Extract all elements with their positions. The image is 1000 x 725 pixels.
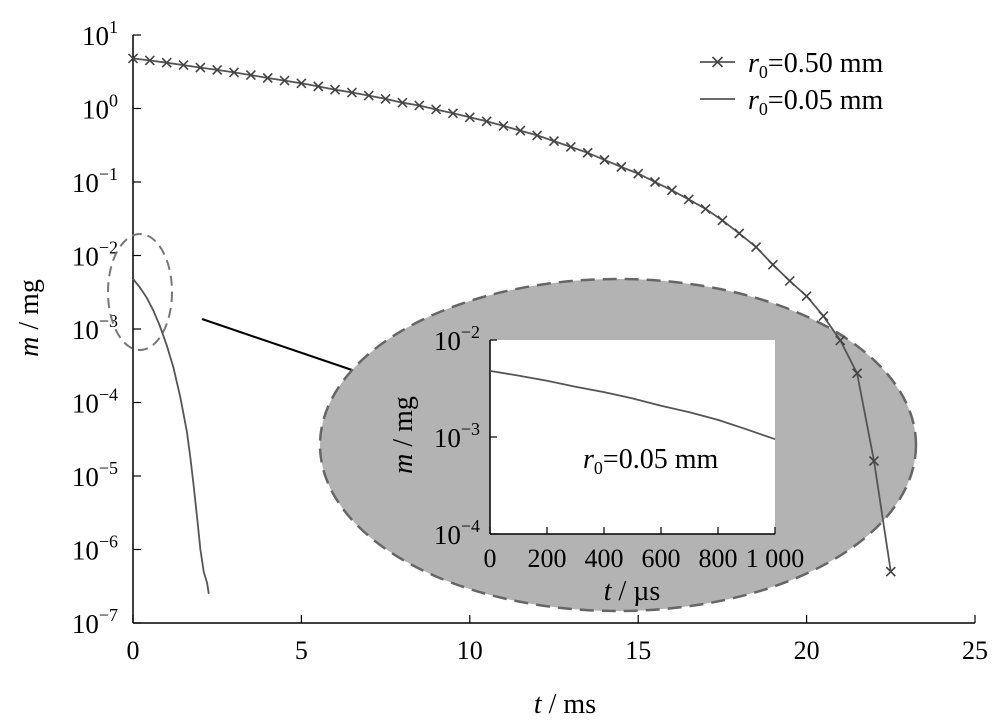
inset-x-tick-label: 200: [528, 544, 567, 573]
data-point-r0-0.50: [195, 62, 206, 73]
connector-line: [201, 318, 353, 371]
data-point-r0-0.50: [212, 64, 223, 75]
data-point-r0-0.50: [801, 291, 812, 302]
data-point-r0-0.50: [313, 81, 324, 92]
data-point-r0-0.50: [127, 53, 139, 64]
data-point-r0-0.50: [885, 566, 896, 577]
data-point-r0-0.50: [700, 203, 711, 215]
data-point-r0-0.50: [784, 275, 795, 287]
inset-y-tick-label: 10−2: [434, 322, 480, 356]
data-point-r0-0.50: [734, 228, 745, 239]
data-point-r0-0.50: [599, 154, 610, 165]
inset-y-tick-label: 10−3: [434, 419, 480, 453]
data-point-r0-0.50: [717, 215, 728, 226]
inset-x-tick-label: 400: [585, 544, 624, 573]
data-point-r0-0.50: [144, 55, 155, 66]
data-point-r0-0.50: [767, 259, 778, 270]
y-tick-label: 10−4: [72, 385, 118, 419]
y-tick-label: 100: [82, 91, 118, 125]
data-point-r0-0.50: [228, 67, 240, 78]
data-point-r0-0.50: [515, 125, 526, 136]
data-point-r0-0.50: [330, 84, 341, 95]
data-point-r0-0.50: [852, 368, 863, 379]
highlight-ellipse: [107, 233, 173, 351]
x-axis-label: t / ms: [534, 689, 596, 720]
data-point-r0-0.50: [346, 87, 357, 98]
inset-x-tick-label: 1 000: [746, 544, 805, 573]
y-tick-label: 10−7: [72, 605, 118, 639]
data-point-r0-0.50: [279, 75, 290, 86]
y-tick-label: 10−5: [72, 458, 118, 492]
data-point-r0-0.50: [582, 147, 593, 158]
data-point-r0-0.50: [548, 136, 560, 147]
inset-x-tick-label: 0: [484, 544, 497, 573]
data-point-r0-0.50: [868, 455, 880, 467]
data-point-r0-0.50: [616, 161, 627, 173]
data-point-r0-0.50: [380, 93, 391, 104]
y-axis-label: m / mg: [14, 279, 45, 357]
legend-label-r0-0.50: r0=0.50 mm: [748, 48, 883, 82]
data-point-r0-0.50: [498, 120, 509, 131]
data-point-r0-0.50: [666, 185, 677, 196]
data-point-r0-0.50: [296, 78, 307, 89]
data-point-r0-0.50: [464, 112, 475, 123]
x-tick-label: 10: [457, 636, 483, 665]
data-point-r0-0.50: [245, 70, 256, 81]
y-tick-label: 10−6: [72, 532, 118, 566]
series-line-r0-0.05: [132, 278, 210, 594]
data-point-r0-0.50: [565, 141, 576, 152]
legend-marker-x: [711, 56, 724, 68]
inset-x-tick-label: 800: [699, 544, 738, 573]
data-point-r0-0.50: [633, 168, 644, 179]
data-point-r0-0.50: [431, 104, 442, 115]
inset-series-line: [489, 370, 776, 441]
inset-annotation: r0=0.05 mm: [583, 444, 718, 478]
y-tick-label: 101: [82, 17, 118, 51]
data-point-r0-0.50: [649, 176, 661, 188]
data-point-r0-0.50: [447, 108, 459, 119]
data-point-r0-0.50: [178, 59, 189, 71]
data-point-r0-0.50: [532, 130, 543, 141]
inset-plot: 10−2 10−3 10−40 200 400 600 800 1 000 t / µs m / …: [388, 322, 804, 607]
data-point-r0-0.50: [751, 242, 762, 253]
x-tick-label: 20: [794, 636, 820, 665]
inset-y-tick-label: 10−4: [434, 516, 480, 550]
data-point-r0-0.50: [397, 97, 408, 108]
legend-label-r0-0.05: r0=0.05 mm: [748, 85, 883, 119]
x-tick-label: 0: [127, 636, 140, 665]
x-tick-label: 25: [962, 636, 988, 665]
data-point-r0-0.50: [683, 194, 694, 205]
data-point-r0-0.50: [363, 90, 374, 101]
y-tick-label: 10−3: [72, 311, 118, 345]
x-tick-label: 5: [295, 636, 308, 665]
series-line-r0-0.50: [132, 57, 892, 572]
inset-x-tick-label: 600: [642, 544, 681, 573]
y-tick-label: 10−2: [72, 238, 118, 272]
inset-plot-area: [490, 340, 775, 534]
y-tick-label: 10−1: [72, 164, 118, 198]
data-point-r0-0.50: [481, 116, 492, 127]
data-point-r0-0.50: [262, 72, 273, 84]
data-point-r0-0.50: [835, 335, 846, 346]
data-point-r0-0.50: [161, 57, 172, 68]
data-point-r0-0.50: [818, 310, 829, 322]
x-tick-label: 15: [625, 636, 651, 665]
data-point-r0-0.50: [414, 100, 425, 111]
inset-y-axis-label: m / mg: [388, 396, 419, 474]
inset-x-axis-label: t / µs: [604, 576, 661, 607]
